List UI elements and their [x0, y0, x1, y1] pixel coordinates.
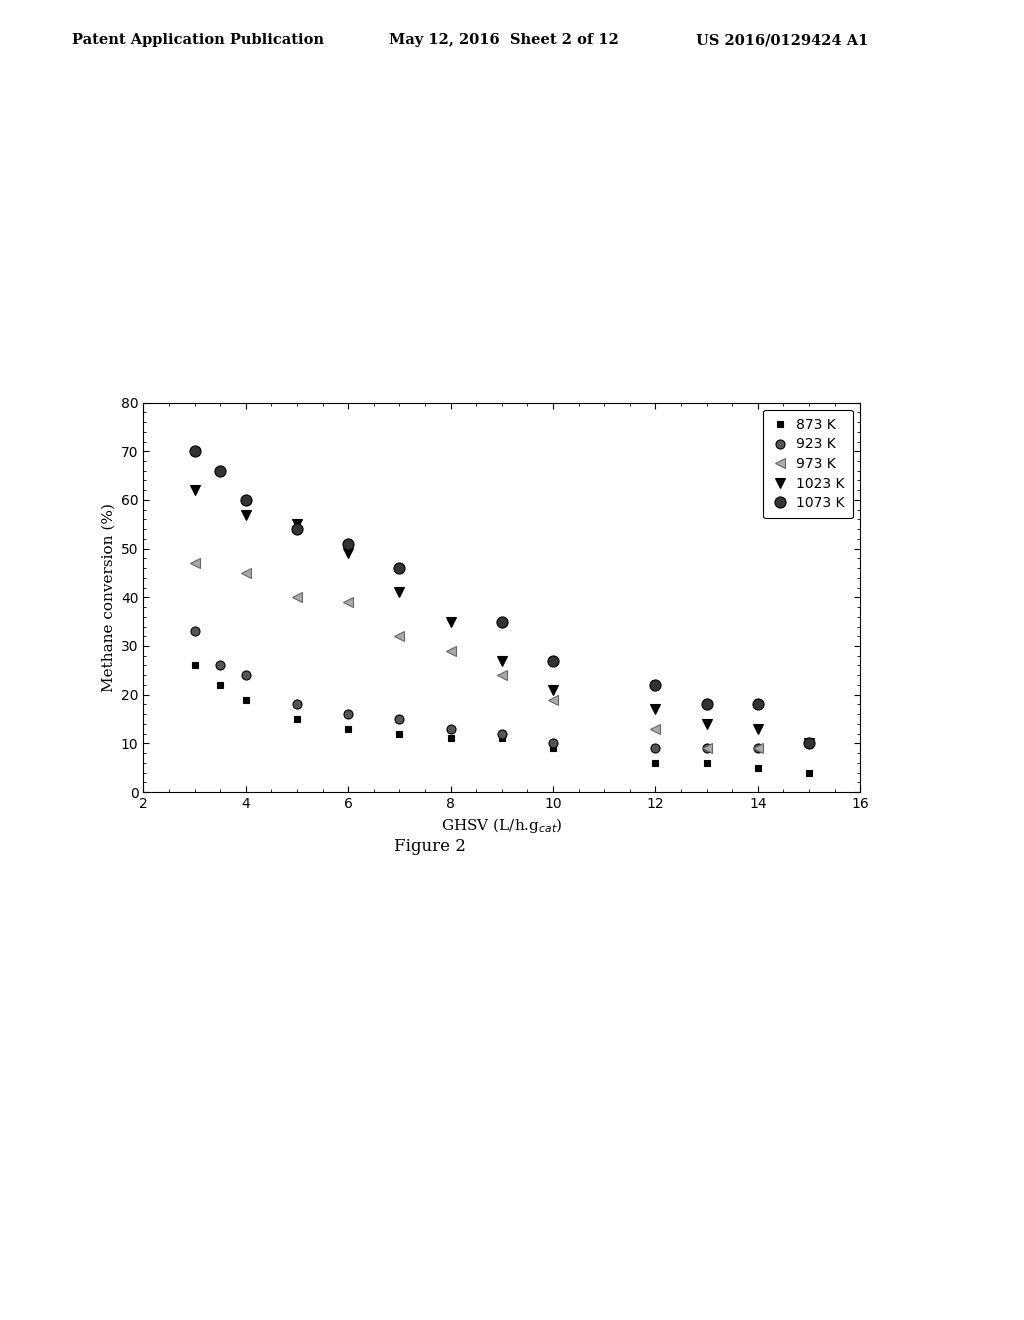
- Text: May 12, 2016  Sheet 2 of 12: May 12, 2016 Sheet 2 of 12: [389, 33, 618, 48]
- Text: US 2016/0129424 A1: US 2016/0129424 A1: [696, 33, 868, 48]
- Y-axis label: Methane conversion (%): Methane conversion (%): [101, 503, 116, 692]
- Text: Figure 2: Figure 2: [394, 838, 466, 855]
- X-axis label: GHSV (L/h.g$_{cat}$): GHSV (L/h.g$_{cat}$): [441, 816, 562, 836]
- Legend: 873 K, 923 K, 973 K, 1023 K, 1073 K: 873 K, 923 K, 973 K, 1023 K, 1073 K: [763, 409, 853, 519]
- Text: Patent Application Publication: Patent Application Publication: [72, 33, 324, 48]
